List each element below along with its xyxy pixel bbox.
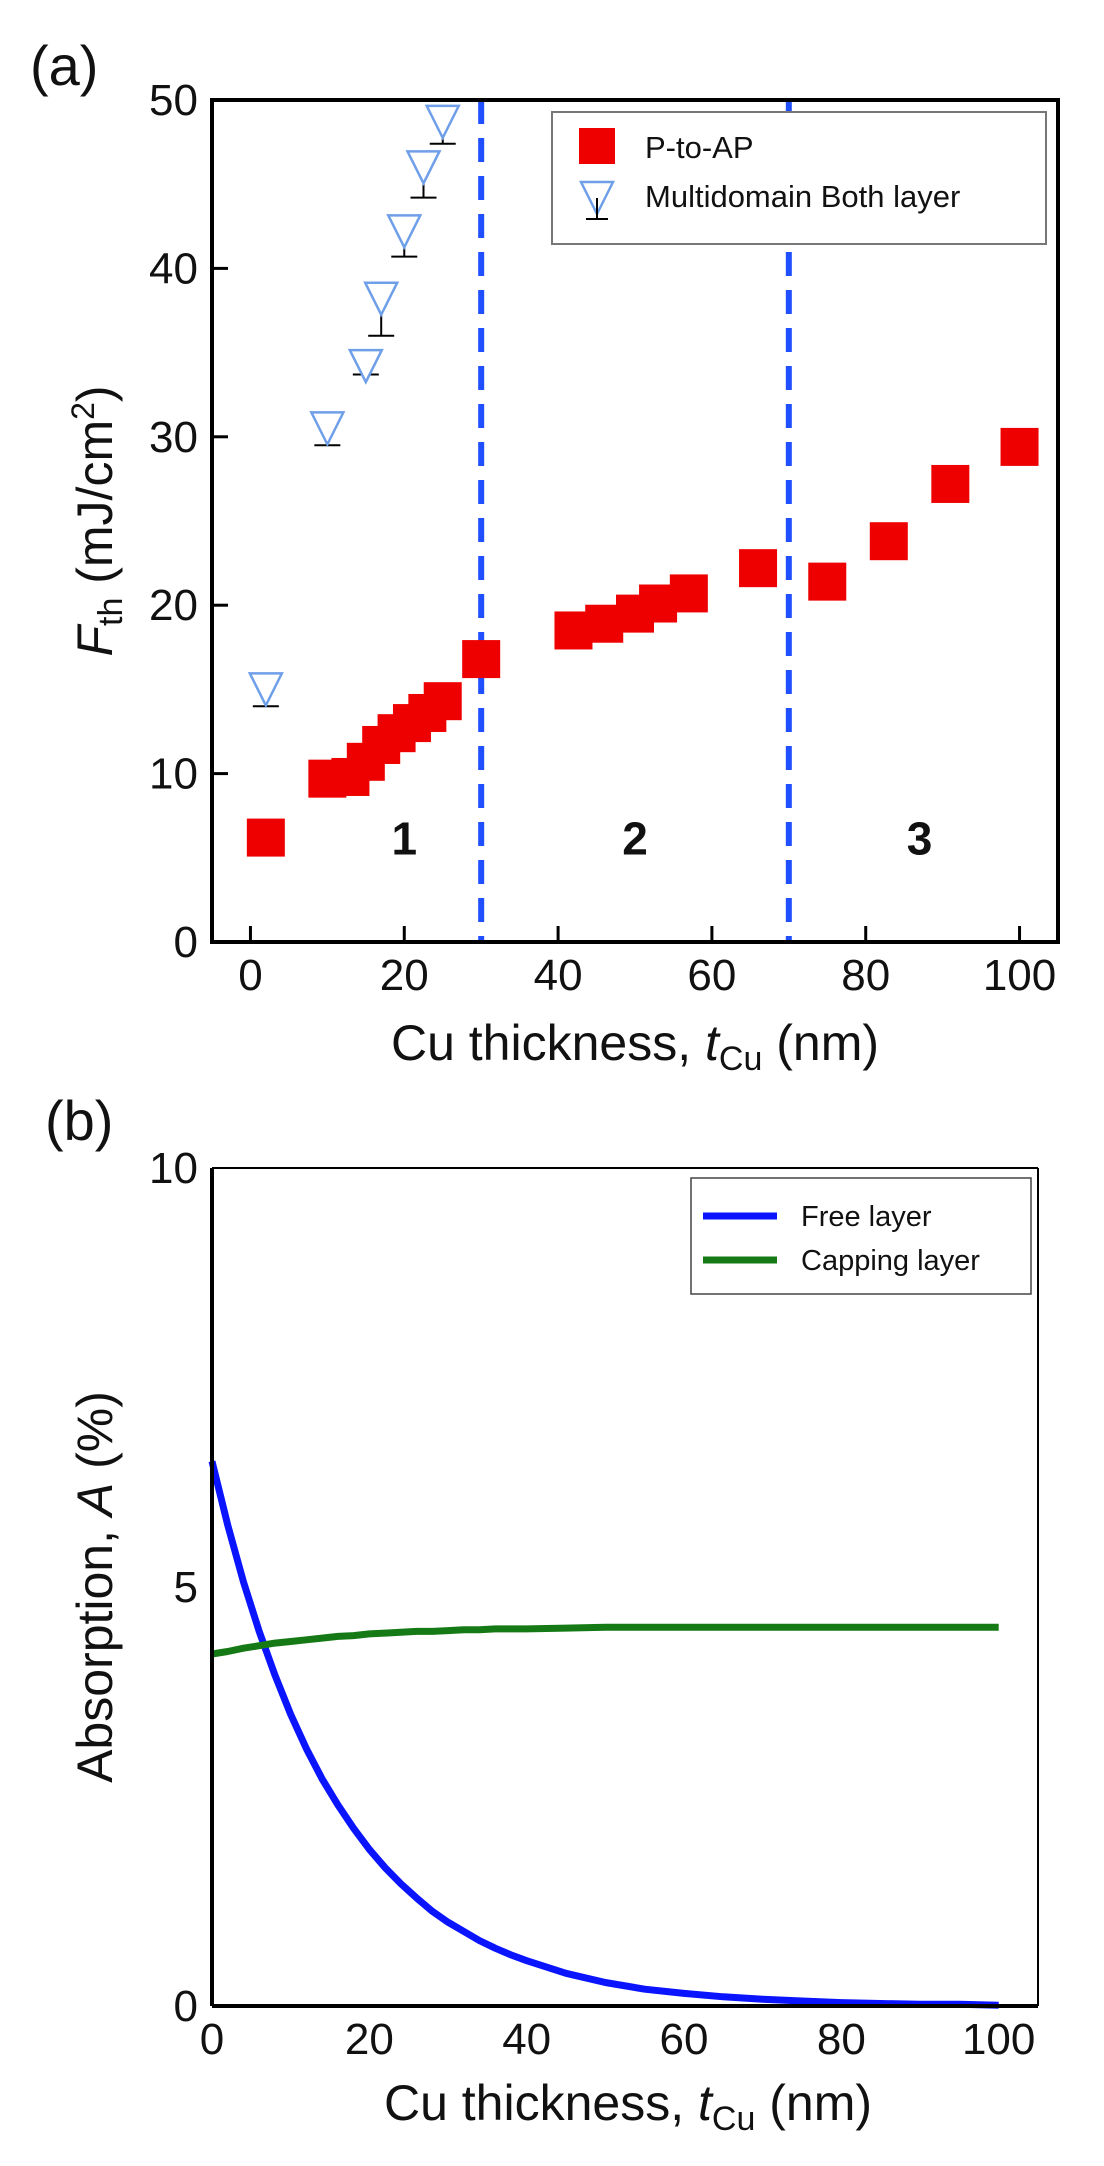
legend-label-p-to-ap: P-to-AP (645, 130, 754, 165)
region-label-2: 2 (622, 812, 648, 864)
multidomain-point (247, 672, 284, 709)
panel-a-y-tick-label: 40 (149, 244, 198, 293)
panel-a-x-tick-label: 80 (841, 951, 890, 1000)
panel-b-y-tick-label: 10 (149, 1144, 198, 1193)
capping-layer-line (211, 1623, 999, 1658)
panel-a-x-tick-label: 0 (238, 951, 262, 1000)
panel-a-x-axis-label: Cu thickness, tCu (nm) (391, 1015, 879, 1078)
p-to-ap-point (931, 464, 970, 503)
p-to-ap-point (423, 682, 462, 721)
legend-label-free-layer: Free layer (801, 1201, 932, 1233)
p-to-ap-point (246, 818, 285, 857)
multidomain-point (363, 281, 400, 318)
multidomain-point (347, 348, 384, 385)
panel-a: (a) 0 20 40 60 80 100 0 10 20 30 40 50 1 2 3 P-to-AP Mul… (30, 34, 1060, 1078)
panel-b-legend: Free layer Capping layer (690, 1177, 1032, 1295)
panel-a-plot: 0 20 40 60 80 100 0 10 20 30 40 50 1 2 3 P-to-AP Multido… (149, 76, 1056, 1000)
panel-a-x-tick-label: 20 (380, 951, 429, 1000)
panel-b: (b) 0 20 40 60 80 100 0 5 10 Free layer Capping la… (45, 1089, 1039, 2138)
p-to-ap-point (669, 574, 708, 613)
panel-b-y-tick-label: 5 (174, 1563, 198, 1612)
panel-b-x-axis-label: Cu thickness, tCu (nm) (384, 2075, 872, 2138)
panel-b-y-tick-label: 0 (174, 1982, 198, 2031)
panel-label-b: (b) (45, 1089, 113, 1152)
p-to-ap-point (462, 640, 501, 679)
legend-marker-p-to-ap (579, 128, 615, 164)
multidomain-point (386, 214, 423, 251)
legend-label-multidomain: Multidomain Both layer (645, 179, 960, 214)
panel-b-legend-box (690, 1177, 1032, 1295)
panel-a-y-tick-label: 0 (174, 918, 198, 967)
panel-label-a: (a) (30, 34, 98, 97)
panel-b-y-axis-label: Absorption, A (%) (67, 1391, 123, 1783)
legend-label-capping-layer: Capping layer (801, 1245, 980, 1277)
panel-b-x-tick-label: 60 (660, 2015, 709, 2064)
panel-a-x-tick-label: 40 (534, 951, 583, 1000)
p-to-ap-point (739, 549, 778, 588)
panel-b-x-tick-label: 100 (962, 2015, 1035, 2064)
region-label-3: 3 (907, 812, 933, 864)
panel-a-y-tick-label: 20 (149, 581, 198, 630)
panel-b-x-tick-label: 80 (817, 2015, 866, 2064)
panel-b-x-tick-label: 20 (345, 2015, 394, 2064)
panel-a-y-tick-label: 30 (149, 413, 198, 462)
multidomain-point (309, 411, 346, 448)
panel-a-x-tick-label: 60 (687, 951, 736, 1000)
panel-a-frame (210, 98, 1060, 944)
panel-a-legend: P-to-AP Multidomain Both layer (551, 111, 1047, 245)
panel-a-x-tick-label: 100 (983, 951, 1056, 1000)
multidomain-point (424, 104, 461, 141)
p-to-ap-point (808, 562, 847, 601)
panel-b-plot: 0 20 40 60 80 100 0 5 10 Free layer Capping layer (149, 1144, 1035, 2064)
p-to-ap-point (1000, 427, 1039, 466)
multidomain-point (405, 150, 442, 187)
panel-b-x-tick-label: 40 (502, 2015, 551, 2064)
panel-a-y-tick-label: 50 (149, 76, 198, 125)
p-to-ap-point (869, 522, 908, 561)
panel-a-y-axis-label: Fth (mJ/cm2) (65, 385, 130, 656)
panel-a-y-tick-label: 10 (149, 750, 198, 799)
free-layer-line (208, 1460, 999, 2009)
panel-a-legend-box (551, 111, 1047, 245)
panel-b-x-tick-label: 0 (200, 2015, 224, 2064)
region-label-1: 1 (391, 812, 417, 864)
